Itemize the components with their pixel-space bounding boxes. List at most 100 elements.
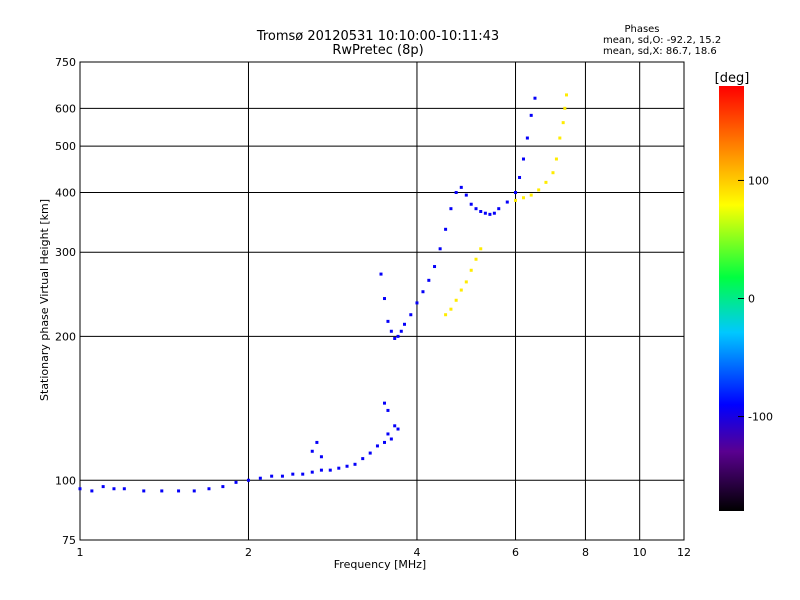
o-mode-point xyxy=(444,227,448,231)
o-mode-point xyxy=(483,211,487,215)
x-tick-label: 8 xyxy=(582,546,589,559)
x-mode-point xyxy=(479,247,483,251)
o-mode-point xyxy=(415,301,419,305)
o-mode-point xyxy=(396,334,400,338)
o-mode-point xyxy=(234,480,238,484)
o-mode-point xyxy=(399,329,403,333)
y-tick-label: 75 xyxy=(62,534,76,547)
x-mode-point xyxy=(551,171,555,175)
o-mode-point xyxy=(319,468,323,472)
o-mode-point xyxy=(301,472,305,476)
o-mode-point xyxy=(246,478,250,482)
o-mode-point xyxy=(402,322,406,326)
o-mode-point xyxy=(533,96,537,100)
o-mode-point xyxy=(383,297,387,301)
grid-lines xyxy=(80,62,684,540)
x-mode-point xyxy=(563,106,567,110)
o-mode-point xyxy=(328,468,332,472)
o-mode-point xyxy=(474,207,478,211)
data-points xyxy=(78,93,568,493)
o-mode-point xyxy=(207,487,211,491)
colorbar-label: [deg] xyxy=(715,71,750,86)
o-mode-point xyxy=(379,272,383,276)
y-axis-ticks: 75 100 200 300 400 500 600 750 xyxy=(55,56,76,547)
o-mode-point xyxy=(90,489,94,493)
o-mode-point xyxy=(383,401,387,405)
chart-title: Tromsø 20120531 10:10:00-10:11:43 xyxy=(256,29,499,44)
o-mode-point xyxy=(454,190,458,194)
o-mode-point xyxy=(221,485,225,489)
phases-o-line: mean, sd,O: -92.2, 15.2 xyxy=(603,35,721,46)
o-mode-point xyxy=(270,474,274,478)
o-mode-point xyxy=(368,451,372,455)
x-mode-point xyxy=(444,313,448,317)
y-axis-label: Stationary phase Virtual Height [km] xyxy=(38,199,51,401)
y-tick-label: 400 xyxy=(55,186,76,199)
x-mode-point xyxy=(464,280,468,284)
y-tick-label: 300 xyxy=(55,246,76,259)
phases-x-line: mean, sd,X: 86.7, 18.6 xyxy=(603,46,717,57)
o-mode-point xyxy=(383,440,387,444)
y-tick-label: 500 xyxy=(55,140,76,153)
o-mode-point xyxy=(514,190,518,194)
o-mode-point xyxy=(393,424,397,428)
x-mode-point xyxy=(474,257,478,261)
x-tick-label: 2 xyxy=(245,546,252,559)
o-mode-point xyxy=(361,457,365,461)
o-mode-point xyxy=(280,474,284,478)
phases-heading: Phases xyxy=(624,24,659,35)
o-mode-point xyxy=(142,489,146,493)
x-mode-point xyxy=(514,198,518,202)
y-tick-label: 750 xyxy=(55,56,76,69)
y-tick-label: 100 xyxy=(55,474,76,487)
colorbar-ticks: 100 0 -100 xyxy=(738,174,773,424)
o-mode-point xyxy=(337,466,341,470)
x-tick-label: 6 xyxy=(512,546,519,559)
o-mode-point xyxy=(291,472,295,476)
o-mode-point xyxy=(386,432,390,436)
o-mode-point xyxy=(464,193,468,197)
o-mode-point xyxy=(393,336,397,340)
plot-area xyxy=(79,61,685,541)
o-mode-point xyxy=(177,489,181,493)
o-mode-point xyxy=(315,440,319,444)
x-mode-point xyxy=(529,193,533,197)
o-mode-point xyxy=(78,487,82,491)
o-mode-point xyxy=(192,489,196,493)
o-mode-point xyxy=(438,247,442,251)
x-axis-label: Frequency [MHz] xyxy=(334,558,426,571)
o-mode-point xyxy=(529,113,533,117)
x-mode-point xyxy=(558,136,562,140)
o-mode-point xyxy=(433,265,437,269)
x-tick-label: 12 xyxy=(677,546,691,559)
x-tick-label: 4 xyxy=(413,546,420,559)
o-mode-point xyxy=(122,487,126,491)
x-mode-point xyxy=(459,288,463,292)
o-mode-point xyxy=(310,470,314,474)
o-mode-point xyxy=(353,462,357,466)
colorbar-tick-label: 0 xyxy=(748,293,755,306)
o-mode-point xyxy=(518,175,522,179)
x-mode-point xyxy=(454,298,458,302)
x-mode-point xyxy=(537,188,541,192)
o-mode-point xyxy=(386,319,390,323)
o-mode-point xyxy=(492,211,496,215)
x-tick-label: 10 xyxy=(633,546,647,559)
colorbar-tick-label: 100 xyxy=(748,174,769,187)
o-mode-point xyxy=(469,202,473,206)
o-mode-point xyxy=(101,485,105,489)
o-mode-point xyxy=(459,185,463,189)
o-mode-point xyxy=(505,200,509,204)
o-mode-point xyxy=(521,157,525,161)
x-mode-point xyxy=(521,196,525,200)
x-tick-label: 1 xyxy=(77,546,84,559)
x-mode-point xyxy=(564,93,568,97)
o-mode-point xyxy=(310,449,314,453)
o-mode-point xyxy=(427,278,431,282)
o-mode-point xyxy=(488,212,492,216)
o-mode-point xyxy=(112,487,116,491)
x-mode-point xyxy=(561,121,565,125)
y-tick-label: 200 xyxy=(55,330,76,343)
o-mode-point xyxy=(160,489,164,493)
